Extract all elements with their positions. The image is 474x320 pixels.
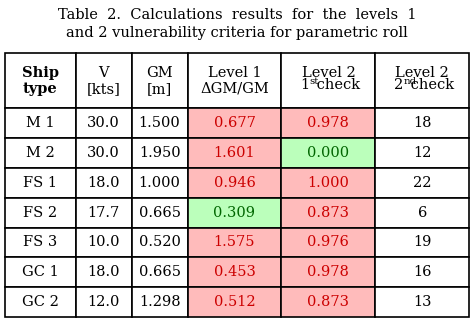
Text: Level 2: Level 2 [301, 66, 355, 80]
Text: st: st [310, 77, 319, 86]
Text: check: check [406, 78, 454, 92]
Text: 2: 2 [394, 78, 403, 92]
Text: and 2 vulnerability criteria for parametric roll: and 2 vulnerability criteria for paramet… [66, 26, 408, 40]
Text: Level 2: Level 2 [395, 66, 449, 80]
Text: Table  2.  Calculations  results  for  the  levels  1: Table 2. Calculations results for the le… [58, 8, 416, 22]
Text: nd: nd [403, 77, 417, 86]
Text: 1: 1 [301, 78, 310, 92]
Text: check: check [312, 78, 360, 92]
